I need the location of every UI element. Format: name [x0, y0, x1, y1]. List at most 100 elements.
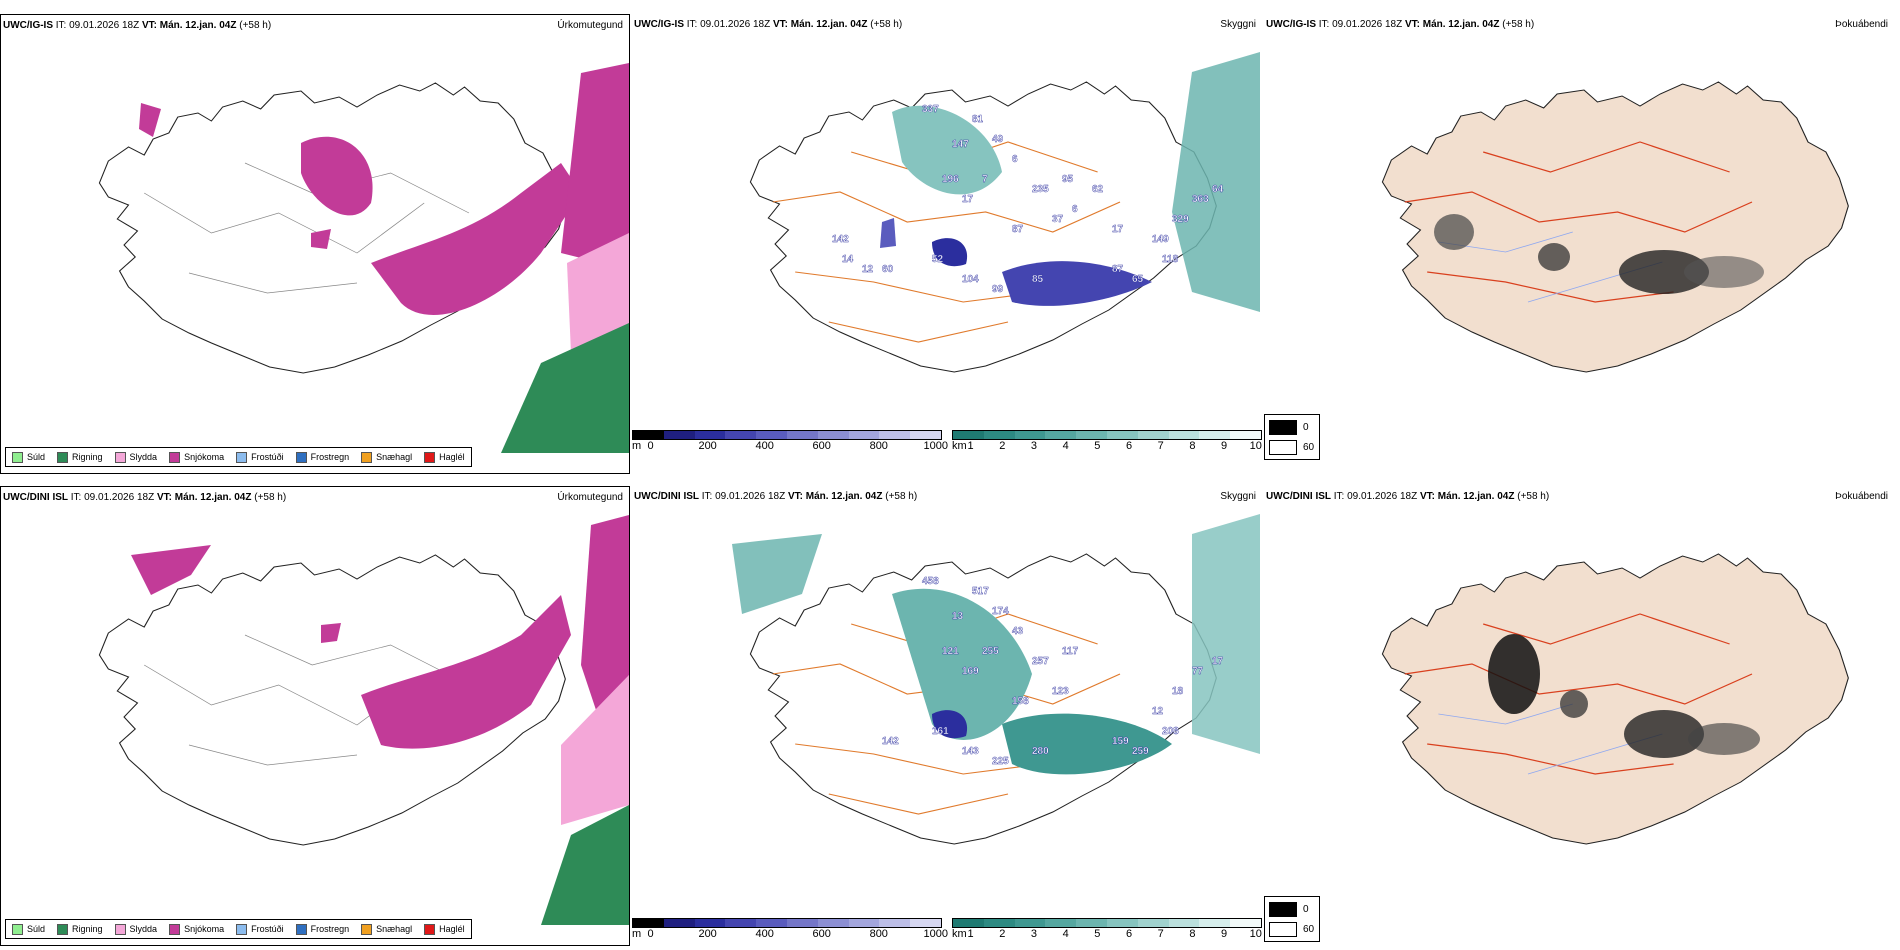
colorbar-tick: 1 — [967, 928, 974, 940]
ceiling-value-label: 49 — [992, 134, 1004, 145]
ceiling-value-label: 17 — [962, 194, 974, 205]
init-time: IT: 09.01.2026 18Z — [1318, 19, 1403, 30]
visibility-colorbar: km 1 2 3 4 5 6 7 8 9 10 — [952, 918, 1262, 942]
ceiling-value-label: 142 — [832, 234, 849, 245]
lead-time: (+58 h) — [239, 20, 272, 31]
ceiling-value-label: 196 — [942, 174, 959, 185]
ceiling-value-label: 104 — [962, 274, 979, 285]
snow-area — [371, 163, 581, 315]
visibility-area — [1172, 52, 1260, 312]
colorbar-tick: 7 — [1157, 440, 1164, 452]
colorbar-tick: 600 — [812, 440, 831, 452]
ceiling-value-label: 6 — [1012, 154, 1018, 165]
ceiling-value-label: 62 — [1092, 184, 1104, 195]
lead-time: (+58 h) — [885, 491, 918, 502]
ceiling-colorbar: m 0 200 400 600 800 1000 — [632, 430, 948, 454]
legend-item: Haglél — [424, 923, 465, 935]
ceiling-value-label: 235 — [1032, 184, 1049, 195]
colorbar-tick: 400 — [755, 928, 774, 940]
fog-area — [1560, 690, 1588, 718]
ceiling-value-label: 17 — [1112, 224, 1124, 235]
panel-header: UWC/IG-IS IT: 09.01.2026 18Z VT: Mán. 12… — [1266, 18, 1892, 32]
colorbar-unit: m — [632, 440, 642, 452]
ceiling-value-label: 147 — [952, 139, 969, 150]
colorbar-tick: 10 — [1249, 440, 1262, 452]
legend-item: Frostúði — [236, 451, 284, 463]
colorbar-unit: km — [952, 928, 967, 940]
colorbar-tick: 3 — [1030, 928, 1038, 940]
ceiling-value-label: 123 — [1052, 686, 1069, 697]
colorbar-tick: 5 — [1094, 928, 1101, 940]
colorbar-tick: 200 — [698, 440, 717, 452]
ceiling-value-label: 12 — [1152, 706, 1164, 717]
snow-area — [361, 595, 571, 749]
model-name: UWC/DINI ISL — [1266, 491, 1331, 502]
ceiling-value-label: 118 — [1162, 254, 1179, 265]
precip-map — [98, 515, 629, 925]
init-time: IT: 09.01.2026 18Z — [55, 20, 140, 31]
ceiling-value-label: 13 — [952, 611, 964, 622]
ceiling-value-label: 12 — [862, 264, 874, 275]
colorbar-tick: 1 — [967, 440, 974, 452]
fog-legend: 0 60 — [1264, 414, 1320, 460]
rain-area — [501, 323, 629, 453]
ceiling-value-label: 329 — [1172, 214, 1189, 225]
init-time: IT: 09.01.2026 18Z — [701, 491, 786, 502]
visibility-area — [892, 588, 1032, 740]
ceiling-value-label: 259 — [1132, 746, 1149, 757]
snow-area — [321, 623, 341, 643]
panel-header: UWC/IG-IS IT: 09.01.2026 18Z VT: Mán. 12… — [634, 18, 1260, 32]
colorbar-tick: 800 — [869, 928, 888, 940]
snow-area — [139, 103, 161, 137]
snow-area — [131, 545, 211, 595]
fog-area — [1434, 214, 1474, 250]
ceiling-colorbar: m 0 200 400 600 800 1000 — [632, 918, 948, 942]
legend-item: Rigning — [57, 451, 103, 463]
valid-time: VT: Mán. 12.jan. 04Z — [156, 492, 252, 503]
snow-area — [581, 515, 629, 725]
legend-item: Snæhagl — [361, 451, 412, 463]
lead-time: (+58 h) — [870, 19, 903, 30]
ceiling-value-label: 363 — [1192, 194, 1209, 205]
visibility-area — [732, 534, 822, 614]
ceiling-value-label: 77 — [1192, 666, 1204, 677]
colorbar-tick: 800 — [869, 440, 888, 452]
ceiling-value-label: 225 — [992, 756, 1009, 767]
valid-time: VT: Mán. 12.jan. 04Z — [1404, 19, 1500, 30]
legend-item: Snjókoma — [169, 451, 224, 463]
snow-area — [561, 63, 629, 263]
fog-area — [1624, 710, 1704, 758]
panel-header: UWC/DINI ISL IT: 09.01.2026 18Z VT: Mán.… — [1266, 490, 1892, 504]
colorbar-unit: km — [952, 440, 967, 452]
ceiling-value-label: 65 — [1132, 274, 1144, 285]
lead-time: (+58 h) — [1517, 491, 1550, 502]
panel-header: UWC/DINI ISL IT: 09.01.2026 18Z VT: Mán.… — [634, 490, 1260, 504]
panel-header: UWC/DINI ISL IT: 09.01.2026 18Z VT: Mán.… — [3, 491, 627, 505]
colorbar-tick: 600 — [812, 928, 831, 940]
ceiling-value-label: 43 — [1012, 626, 1024, 637]
fog-area — [1538, 243, 1570, 271]
ceiling-value-label: 280 — [1032, 746, 1049, 757]
colorbar-tick: 1000 — [923, 928, 949, 940]
ceiling-value-label: 117 — [1062, 646, 1079, 657]
precip-panel-row2: UWC/DINI ISL IT: 09.01.2026 18Z VT: Mán.… — [0, 486, 630, 946]
ceiling-value-label: 85 — [1032, 274, 1044, 285]
init-time: IT: 09.01.2026 18Z — [686, 19, 771, 30]
sleet-area — [567, 233, 629, 353]
precip-map — [98, 63, 629, 453]
snow-area — [301, 136, 373, 216]
legend-item: Slydda — [114, 923, 157, 935]
valid-time: VT: Mán. 12.jan. 04Z — [772, 19, 868, 30]
ceiling-value-label: 60 — [882, 264, 894, 275]
colorbar-tick: 9 — [1221, 928, 1228, 940]
lead-time: (+58 h) — [254, 492, 287, 503]
legend-item: Rigning — [57, 923, 103, 935]
visibility-area — [892, 105, 1002, 195]
ceiling-value-label: 337 — [922, 104, 939, 115]
fog-panel-row2: UWC/DINI ISL IT: 09.01.2026 18Z VT: Mán.… — [1264, 486, 1894, 946]
colorbar-tick: 9 — [1221, 440, 1228, 452]
legend-item: Frostregn — [295, 923, 349, 935]
ceiling-value-label: 87 — [1012, 224, 1024, 235]
ceiling-value-label: 142 — [882, 736, 899, 747]
fog-panel-row1: UWC/IG-IS IT: 09.01.2026 18Z VT: Mán. 12… — [1264, 14, 1894, 474]
